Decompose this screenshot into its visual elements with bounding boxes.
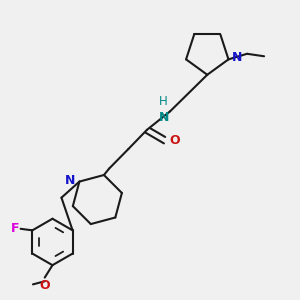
Text: F: F xyxy=(11,222,20,235)
Text: O: O xyxy=(169,134,180,147)
Text: N: N xyxy=(65,173,76,187)
Text: H: H xyxy=(159,95,168,108)
Text: O: O xyxy=(39,279,50,292)
Text: N: N xyxy=(159,111,169,124)
Text: N: N xyxy=(232,51,242,64)
